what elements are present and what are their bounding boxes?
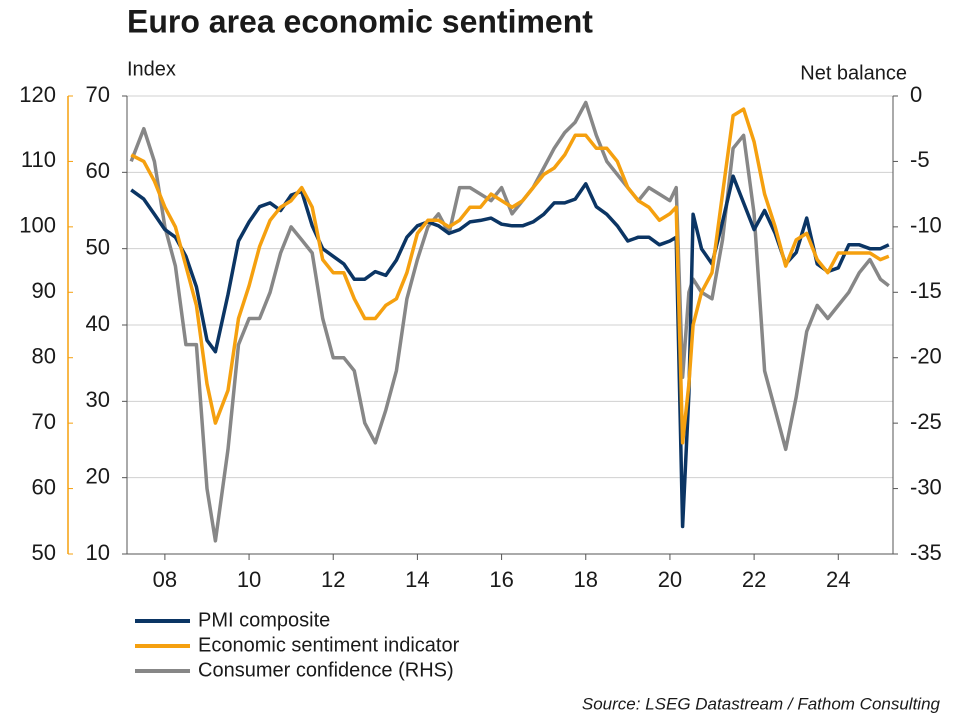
y2-tick-label: -20 — [910, 344, 942, 369]
y2-axis-label: Net balance — [800, 62, 907, 84]
y3-tick-label: 60 — [32, 474, 56, 499]
x-tick-label: 10 — [237, 567, 261, 592]
x-tick-label: 18 — [574, 567, 598, 592]
y-tick-label: 60 — [86, 158, 110, 183]
y-tick-label: 30 — [86, 387, 110, 412]
y2-tick-label: -5 — [910, 147, 930, 172]
y2-tick-label: -15 — [910, 278, 942, 303]
grid — [127, 95, 893, 555]
plot-lines — [129, 100, 890, 543]
legend-label: Consumer confidence (RHS) — [198, 659, 454, 681]
x-tick-label: 24 — [826, 567, 850, 592]
y2-tick-label: 0 — [910, 82, 922, 107]
x-tick-label: 12 — [321, 567, 345, 592]
y-axis-label: Index — [127, 58, 176, 80]
source-note: Source: LSEG Datastream / Fathom Consult… — [582, 694, 941, 713]
y-tick-label: 20 — [86, 463, 110, 488]
y3-tick-label: 50 — [32, 540, 56, 565]
y2-tick-label: -10 — [910, 213, 942, 238]
y3-tick-label: 100 — [19, 213, 56, 238]
y3-tick-label: 90 — [32, 278, 56, 303]
y2-tick-label: -35 — [910, 540, 942, 565]
chart-title: Euro area economic sentiment — [127, 3, 593, 39]
y-tick-label: 50 — [86, 234, 110, 259]
y2-tick-label: -25 — [910, 409, 942, 434]
series-line — [130, 174, 890, 529]
y2-tick-label: -30 — [910, 474, 942, 499]
y3-tick-label: 70 — [32, 409, 56, 434]
x-tick-label: 14 — [405, 567, 429, 592]
x-tick-label: 08 — [153, 567, 177, 592]
y-tick-label: 10 — [86, 540, 110, 565]
y3-tick-label: 120 — [19, 82, 56, 107]
series-line — [129, 100, 890, 543]
legend-label: PMI composite — [198, 609, 330, 631]
x-tick-label: 20 — [658, 567, 682, 592]
x-tick-label: 16 — [489, 567, 513, 592]
y-tick-label: 40 — [86, 311, 110, 336]
y-tick-label: 70 — [86, 82, 110, 107]
y3-tick-label: 110 — [21, 147, 56, 172]
legend-label: Economic sentiment indicator — [198, 634, 460, 656]
x-tick-label: 22 — [742, 567, 766, 592]
series-line — [130, 107, 890, 445]
y3-tick-label: 80 — [32, 344, 56, 369]
